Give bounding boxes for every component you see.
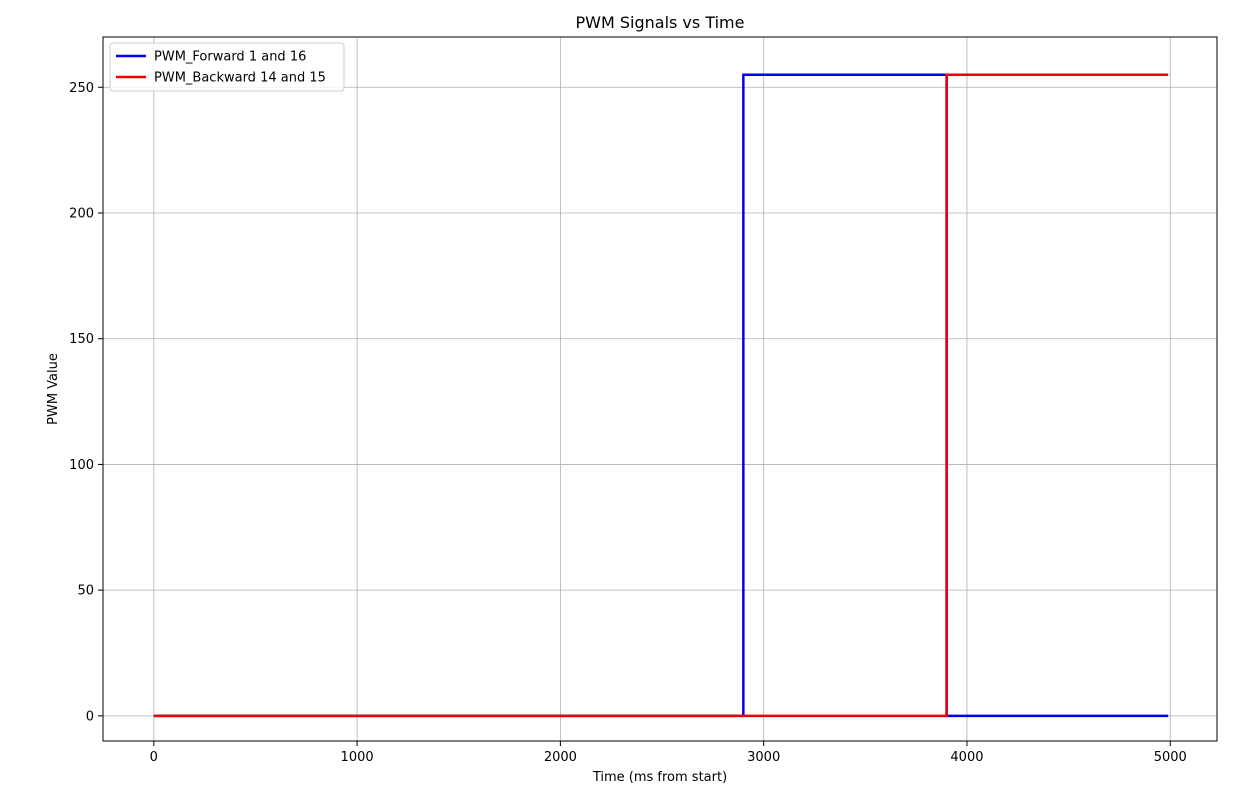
- x-axis-label: Time (ms from start): [592, 770, 727, 785]
- x-tick-label: 5000: [1154, 750, 1187, 765]
- y-tick-label: 250: [69, 81, 94, 96]
- y-axis-label: PWM Value: [46, 353, 61, 425]
- y-tick-label: 0: [86, 709, 94, 724]
- legend-box: [109, 42, 345, 92]
- series-line-2: [153, 73, 1169, 718]
- x-tick-label: 0: [150, 750, 158, 765]
- legend-label-1: PWM_Forward 1 and 16: [154, 50, 306, 65]
- y-tick-label: 50: [77, 584, 94, 599]
- x-tick-label: 3000: [747, 750, 780, 765]
- plot-frame: [102, 36, 1218, 742]
- x-tick-label: 2000: [544, 750, 577, 765]
- y-tick-label: 100: [69, 458, 94, 473]
- legend: PWM_Forward 1 and 16 PWM_Backward 14 and …: [109, 42, 345, 92]
- x-ticks: 0 1000 2000 3000 4000 5000: [150, 741, 1187, 765]
- legend-label-2: PWM_Backward 14 and 15: [154, 71, 326, 86]
- grid: [103, 37, 1217, 741]
- y-tick-label: 200: [69, 207, 94, 222]
- x-tick-label: 1000: [341, 750, 374, 765]
- series-lines: [153, 73, 1169, 718]
- chart-title: PWM Signals vs Time: [576, 13, 745, 32]
- y-ticks: 0 50 100 150 200 250: [69, 81, 103, 724]
- series-line-1: [153, 73, 1169, 718]
- x-tick-label: 4000: [950, 750, 983, 765]
- y-tick-label: 150: [69, 332, 94, 347]
